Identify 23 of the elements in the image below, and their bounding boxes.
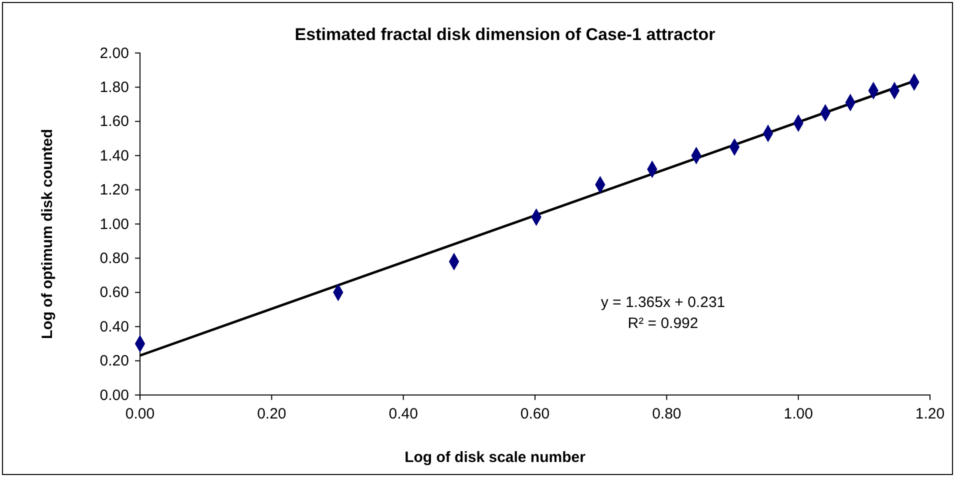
chart-title: Estimated fractal disk dimension of Case-1 attractor [294, 25, 716, 44]
y-tick-label: 1.00 [100, 216, 129, 233]
x-tick-label: 1.00 [784, 406, 813, 423]
y-tick-label: 0.00 [100, 386, 129, 404]
y-tick-label: 0.80 [100, 250, 129, 267]
x-tick-label: 0.80 [652, 406, 682, 423]
y-tick-label: 2.00 [100, 44, 129, 62]
x-tick-label: 0.20 [257, 406, 286, 423]
y-tick-label: 1.80 [100, 79, 129, 96]
y-tick-label: 1.20 [100, 182, 129, 199]
x-tick-label: 1.20 [915, 406, 945, 423]
y-tick-label: 0.20 [100, 352, 129, 370]
y-tick-label: 0.40 [100, 318, 129, 336]
y-tick-label: 1.40 [100, 147, 129, 164]
x-axis-title: Log of disk scale number [404, 449, 586, 466]
y-tick-label: 1.60 [100, 113, 129, 130]
y-axis-title: Log of optimum disk counted [39, 129, 56, 339]
x-tick-label: 0.60 [520, 406, 550, 423]
y-tick-label: 0.60 [100, 284, 129, 302]
x-tick-label: 0.40 [388, 406, 418, 423]
x-tick-label: 0.00 [125, 406, 155, 423]
annotation: y = 1.365x + 0.231 [600, 294, 726, 311]
annotation: R² = 0.992 [628, 315, 698, 332]
